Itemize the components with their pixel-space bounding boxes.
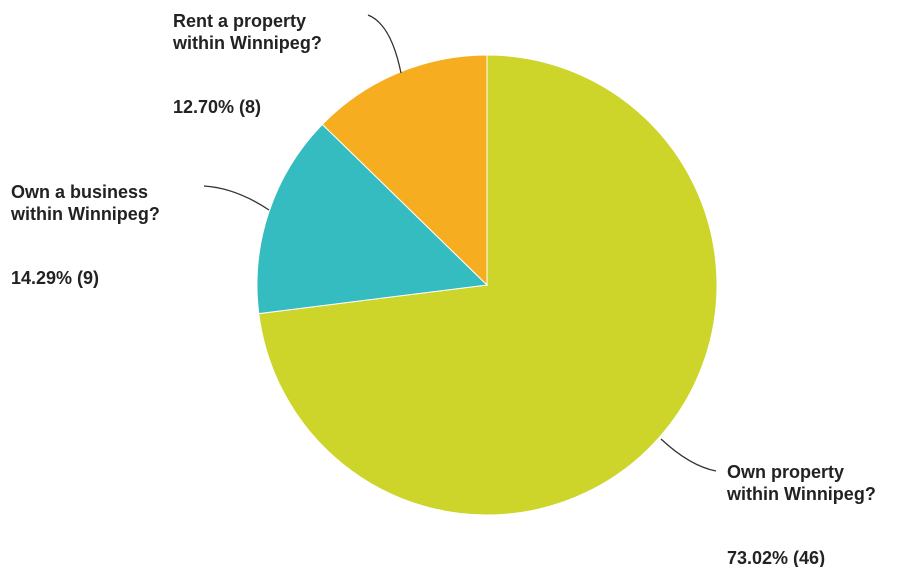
slice-label-rent-property-line-1: Rent a property (173, 11, 306, 31)
leader-line-own-property (660, 438, 717, 472)
slice-label-own-business-line-2: within Winnipeg? (10, 204, 160, 224)
leader-line-own-business (203, 185, 270, 211)
slice-label-own-property-line-2: within Winnipeg? (726, 484, 876, 504)
slice-own-property (258, 54, 718, 516)
slice-value-rent-property: 12.70% (8) (173, 97, 261, 117)
slice-value-own-business: 14.29% (9) (11, 268, 99, 288)
slice-label-own-business-line-1: Own a business (11, 182, 148, 202)
slice-label-rent-property-line-2: within Winnipeg? (172, 33, 322, 53)
pie-slices (256, 54, 718, 516)
leader-lines (203, 14, 717, 472)
slice-value-own-property: 73.02% (46) (727, 548, 825, 567)
slice-rent-property (321, 54, 488, 287)
slice-label-own-property-line-1: Own property (727, 462, 844, 482)
leader-line-rent-property (367, 14, 402, 74)
slice-own-business (256, 123, 489, 315)
